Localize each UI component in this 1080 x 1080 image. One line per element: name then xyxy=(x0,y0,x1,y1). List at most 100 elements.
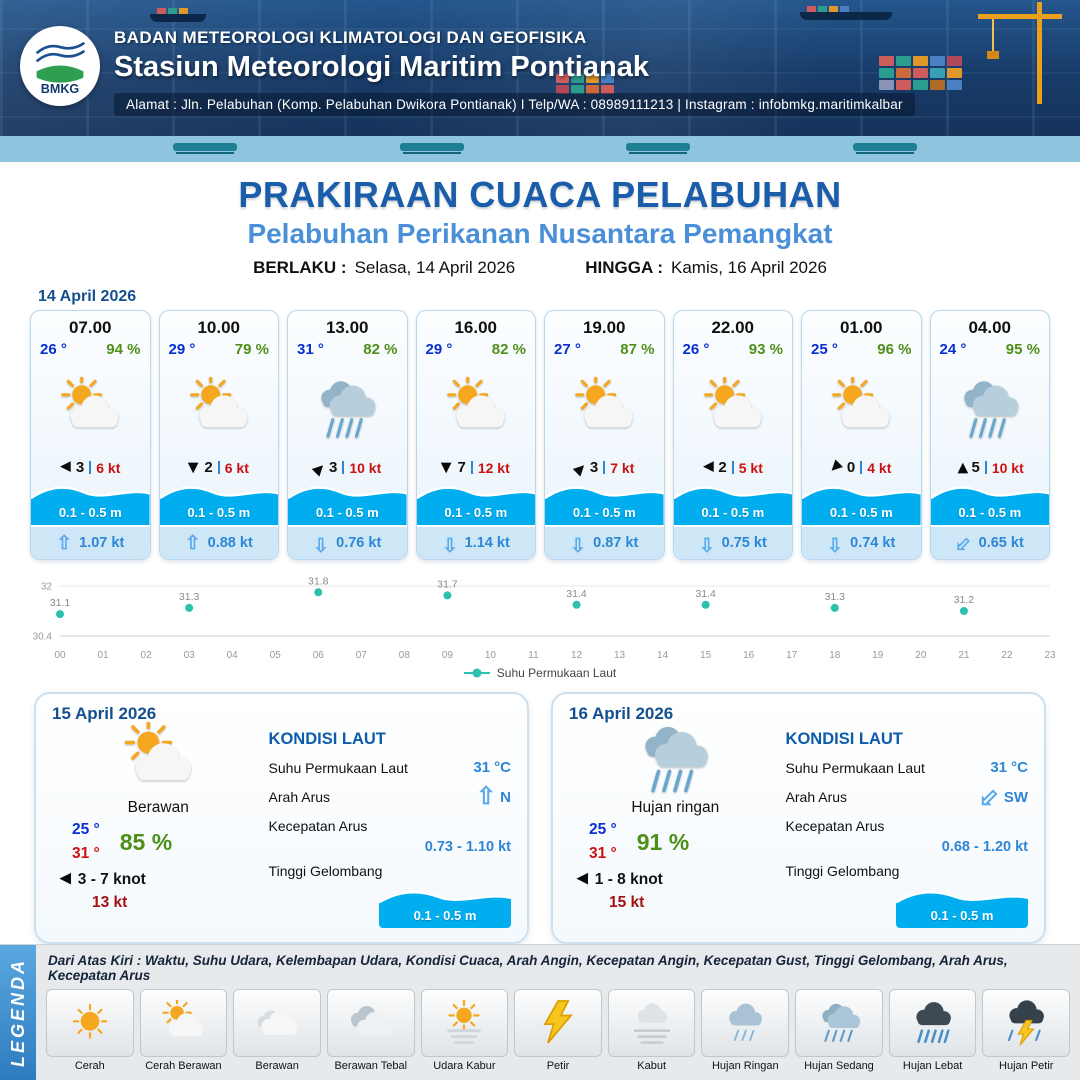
divider xyxy=(731,461,734,474)
daily-date: 16 April 2026 xyxy=(569,704,674,723)
wave-height: 0.1 - 0.5 m xyxy=(187,505,251,520)
current-direction-icon: ⇧ xyxy=(570,532,587,554)
svg-text:14: 14 xyxy=(657,650,669,661)
weather-icon xyxy=(625,722,725,801)
legend-item-cloud-thick: Berawan Tebal xyxy=(326,989,415,1072)
container-box-illustration xyxy=(913,56,928,66)
legend-item-label: Cerah Berawan xyxy=(145,1060,222,1072)
humidity: 95 % xyxy=(1005,341,1040,358)
wind-row: ▶ 3 7 kt xyxy=(545,458,664,481)
wind-direction-icon: ▶ xyxy=(60,872,71,888)
sun-icon xyxy=(46,989,134,1057)
chart-legend-label: Suhu Permukaan Laut xyxy=(496,666,617,680)
current-direction-icon: ⇧ xyxy=(698,532,715,554)
legend-item-label: Hujan Ringan xyxy=(711,1060,779,1072)
wind-speed: 0 xyxy=(846,459,856,476)
legend-item-rain-light: Hujan Ringan xyxy=(701,989,790,1072)
svg-text:03: 03 xyxy=(184,650,196,661)
svg-text:09: 09 xyxy=(442,650,454,661)
daily-card-16-april: 16 April 2026 Hujan ringan 25 ° 31 ° 91 … xyxy=(551,692,1046,944)
svg-text:30.4: 30.4 xyxy=(33,632,53,643)
svg-text:04: 04 xyxy=(227,650,239,661)
header-banner: BMKG BADAN METEOROLOGI KLIMATOLOGI DAN G… xyxy=(0,0,1080,162)
container-box-illustration xyxy=(879,80,894,90)
legend-item-sun: Cerah xyxy=(46,989,134,1072)
wind-speed: 5 xyxy=(971,459,980,476)
wave-height: 0.1 - 0.5 m xyxy=(701,505,765,520)
station-name: Stasiun Meteorologi Maritim Pontianak xyxy=(114,51,649,83)
daily-forecast-row: 15 April 2026 Berawan 25 ° 31 ° 85 % ▶ 3… xyxy=(0,680,1080,944)
legend-item-lightning: Petir xyxy=(514,989,602,1072)
cloud-thick-icon xyxy=(326,989,415,1057)
wind-speed: 3 xyxy=(75,459,85,476)
time-label: 07.00 xyxy=(68,318,112,337)
humidity: 79 % xyxy=(234,341,269,358)
current-direction-label: Arah Arus xyxy=(785,789,848,805)
container-box-illustration xyxy=(947,68,962,78)
gust-speed: 13 kt xyxy=(92,894,128,911)
humidity: 94 % xyxy=(106,341,141,358)
wind-gust: 10 kt xyxy=(349,459,382,476)
current-row: ⇧ 0.74 kt xyxy=(802,525,921,559)
current-direction-icon: ⇧ xyxy=(827,532,844,554)
legend-item-label: Cerah xyxy=(74,1060,105,1072)
wave-height-badge: 0.1 - 0.5 m xyxy=(379,886,511,928)
current-direction-icon: ⇧ xyxy=(441,532,458,554)
wind-speed: 2 xyxy=(204,459,213,476)
valid-from-value: Selasa, 14 April 2026 xyxy=(354,258,516,277)
wave-height: 0.1 - 0.5 m xyxy=(58,505,122,520)
weather-icon xyxy=(931,358,1050,459)
wave-height: 0.1 - 0.5 m xyxy=(930,908,994,923)
current-row: ⇧ 0.88 kt xyxy=(159,525,278,559)
forecast-card-0700: 07.00 26 ° 94 % ▶ 3 6 kt 0.1 - 0.5 m ⇧ 1.… xyxy=(30,310,151,560)
current-speed: 0.76 kt xyxy=(336,535,382,551)
weather-icon xyxy=(108,718,208,801)
air-temperature: 25 ° xyxy=(811,341,838,358)
cloud-icon xyxy=(233,989,321,1057)
daily-date: 15 April 2026 xyxy=(52,704,157,723)
legend-item-label: Berawan Tebal xyxy=(334,1060,408,1072)
current-speed: 1.07 kt xyxy=(79,535,125,551)
divider xyxy=(470,461,473,474)
wave-icon xyxy=(159,486,278,525)
wave-height-badge: 0.1 - 0.5 m xyxy=(802,481,921,525)
crane-icon xyxy=(978,2,1062,104)
svg-text:05: 05 xyxy=(270,650,282,661)
svg-text:31.3: 31.3 xyxy=(825,591,846,603)
wave-height-badge: 0.1 - 0.5 m xyxy=(545,481,664,525)
wave-height-badge: 0.1 - 0.5 m xyxy=(673,481,792,525)
container-box-illustration xyxy=(896,68,911,78)
wind-direction-icon: ▶ xyxy=(186,462,203,473)
svg-text:23: 23 xyxy=(1044,650,1056,661)
current-speed: 0.75 kt xyxy=(721,535,767,551)
air-temperature: 29 ° xyxy=(168,341,196,358)
wind-row: ▶ 5 10 kt xyxy=(931,459,1050,481)
humidity: 87 % xyxy=(620,341,655,358)
legend-item-label: Hujan Petir xyxy=(999,1060,1054,1072)
current-speed: 1.14 kt xyxy=(464,535,510,551)
legend-item-sun-cloud: Cerah Berawan xyxy=(139,989,228,1072)
daily-card-15-april: 15 April 2026 Berawan 25 ° 31 ° 85 % ▶ 3… xyxy=(34,692,529,944)
legend-item-label: Hujan Lebat xyxy=(902,1060,963,1072)
fog-icon xyxy=(607,989,696,1057)
sst-label: Suhu Permukaan Laut xyxy=(268,759,408,776)
address-line: Alamat : Jln. Pelabuhan (Komp. Pelabuhan… xyxy=(114,93,915,116)
wind-row: ▶ 7 12 kt xyxy=(417,459,536,481)
container-box-illustration xyxy=(571,85,584,94)
bmkg-logo-icon: BMKG xyxy=(24,30,96,102)
svg-text:31.3: 31.3 xyxy=(179,591,200,603)
legend-items-row: Cerah Cerah Berawan Berawan Berawan Tebal Ud… xyxy=(36,987,1080,1080)
current-direction-icon: ⇧ xyxy=(476,783,497,810)
divider xyxy=(603,461,606,474)
wind-row: ▶ 3 6 kt xyxy=(31,459,150,481)
container-box-illustration xyxy=(879,68,894,78)
legend-description: Dari Atas Kiri : Waktu, Suhu Udara, Kele… xyxy=(48,953,1008,983)
svg-text:00: 00 xyxy=(54,650,66,661)
condition-label: Berawan xyxy=(127,799,189,816)
wave-icon xyxy=(673,486,792,525)
wave-height: 0.1 - 0.5 m xyxy=(315,505,379,520)
wave-height-label: Tinggi Gelombang xyxy=(268,863,383,879)
divider xyxy=(342,461,345,474)
wind-range: 3 - 7 knot xyxy=(77,871,146,888)
svg-text:31.4: 31.4 xyxy=(566,588,587,600)
